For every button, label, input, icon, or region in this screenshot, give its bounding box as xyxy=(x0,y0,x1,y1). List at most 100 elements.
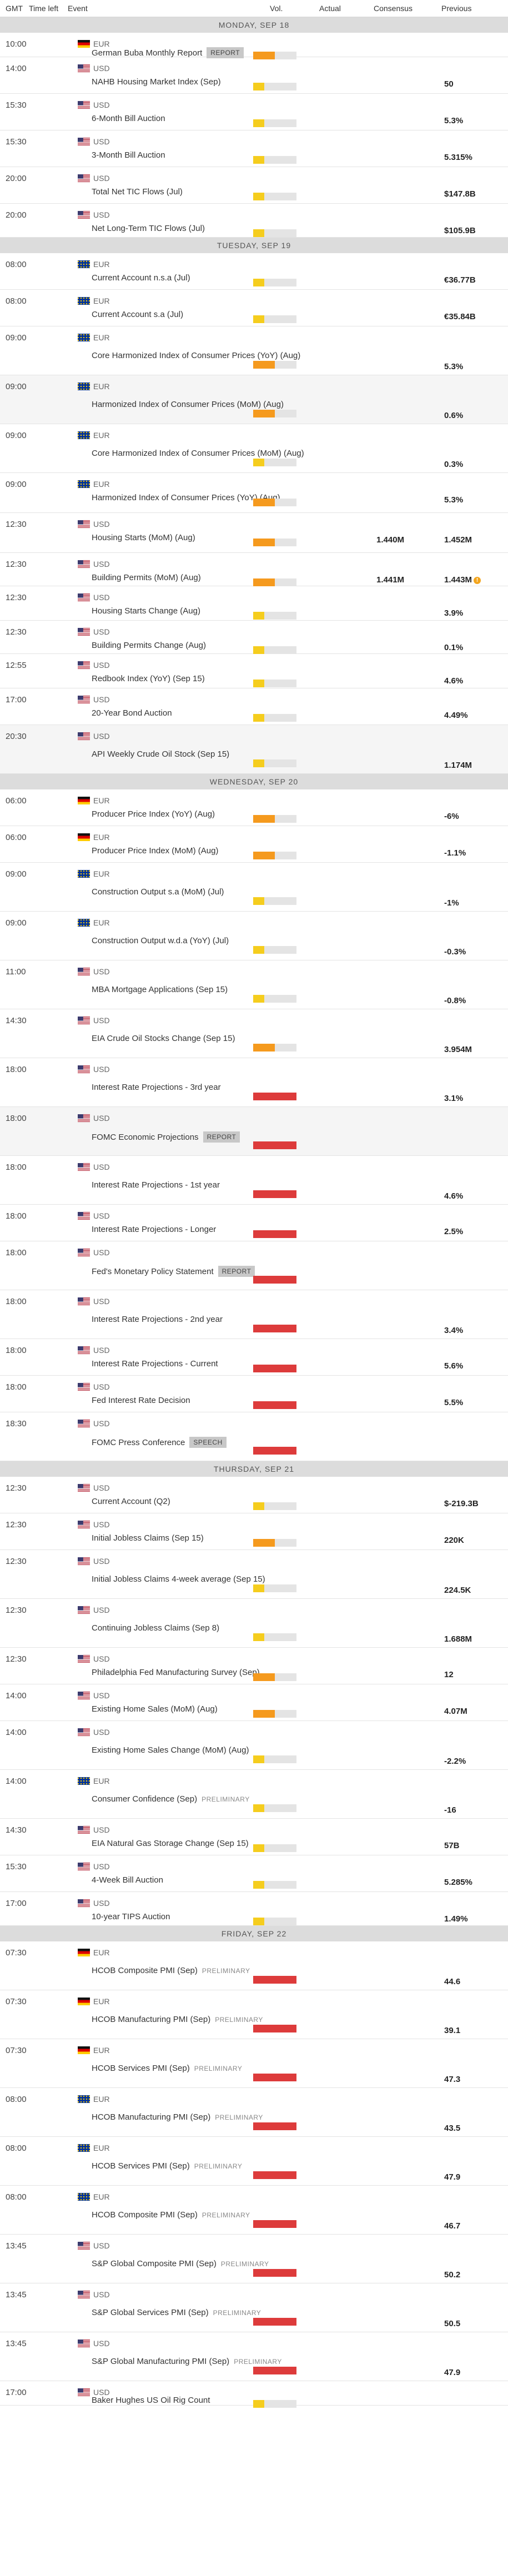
event-name-text[interactable]: Redbook Index (YoY) (Sep 15) xyxy=(92,674,205,683)
event-name-text[interactable]: 4-Week Bill Auction xyxy=(92,1875,163,1885)
event-name[interactable]: NAHB Housing Market Index (Sep) xyxy=(92,77,221,87)
event-row[interactable]: 14:00 USD Existing Home Sales Change (MoM)… xyxy=(0,1721,508,1770)
event-name-text[interactable]: FOMC Economic Projections xyxy=(92,1132,199,1142)
event-name[interactable]: 3-Month Bill Auction xyxy=(92,150,165,160)
event-row[interactable]: 12:30 USD Building Permits Change (Aug) 0.1… xyxy=(0,621,508,654)
event-name-text[interactable]: Building Permits (MoM) (Aug) xyxy=(92,573,201,582)
event-name-text[interactable]: Total Net TIC Flows (Jul) xyxy=(92,187,183,197)
event-name[interactable]: S&P Global Manufacturing PMI (Sep) PRELIM… xyxy=(92,2357,282,2366)
event-row[interactable]: 17:00 USD 10-year TIPS Auction 1.49% xyxy=(0,1892,508,1926)
event-name-text[interactable]: HCOB Composite PMI (Sep) xyxy=(92,2210,198,2220)
event-row[interactable]: 07:30 EUR HCOB Composite PMI (Sep) PRELIMIN… xyxy=(0,1941,508,1990)
event-row[interactable]: 11:00 USD MBA Mortgage Applications (Sep 1… xyxy=(0,960,508,1009)
event-row[interactable]: 12:30 USD Philadelphia Fed Manufacturing S… xyxy=(0,1648,508,1684)
event-row[interactable]: 15:30 USD 6-Month Bill Auction 5.3% xyxy=(0,94,508,130)
event-name[interactable]: MBA Mortgage Applications (Sep 15) xyxy=(92,985,228,994)
event-name[interactable]: Redbook Index (YoY) (Sep 15) xyxy=(92,674,205,683)
event-name-text[interactable]: Current Account n.s.a (Jul) xyxy=(92,273,190,283)
event-name[interactable]: S&P Global Composite PMI (Sep) PRELIMINAR… xyxy=(92,2259,269,2268)
event-name[interactable]: Building Permits (MoM) (Aug) xyxy=(92,573,201,582)
event-name[interactable]: Baker Hughes US Oil Rig Count xyxy=(92,2396,210,2405)
event-name[interactable]: Harmonized Index of Consumer Prices (MoM… xyxy=(92,400,284,409)
event-name[interactable]: Fed Interest Rate Decision xyxy=(92,1396,190,1405)
event-row[interactable]: 18:00 USD Interest Rate Projections - Curr… xyxy=(0,1339,508,1376)
event-name-text[interactable]: Construction Output w.d.a (YoY) (Jul) xyxy=(92,936,229,945)
event-row[interactable]: 09:00 EUR Construction Output w.d.a (YoY) … xyxy=(0,912,508,960)
event-row[interactable]: 18:00 USD Interest Rate Projections - 3rd … xyxy=(0,1058,508,1107)
event-name[interactable]: API Weekly Crude Oil Stock (Sep 15) xyxy=(92,749,229,759)
event-row[interactable]: 13:45 USD S&P Global Manufacturing PMI (Se… xyxy=(0,2332,508,2381)
event-row[interactable]: 15:30 USD 3-Month Bill Auction 5.315% xyxy=(0,130,508,167)
event-name[interactable]: Building Permits Change (Aug) xyxy=(92,641,206,650)
header-previous[interactable]: Previous xyxy=(441,4,472,13)
event-name-text[interactable]: Current Account s.a (Jul) xyxy=(92,310,184,319)
event-name[interactable]: HCOB Services PMI (Sep) PRELIMINARY xyxy=(92,2161,242,2171)
event-row[interactable]: 08:00 EUR HCOB Services PMI (Sep) PRELIMINA… xyxy=(0,2137,508,2186)
event-row[interactable]: 12:30 USD Initial Jobless Claims 4-week av… xyxy=(0,1550,508,1599)
event-row[interactable]: 07:30 EUR HCOB Manufacturing PMI (Sep) PREL… xyxy=(0,1990,508,2039)
event-name-text[interactable]: Baker Hughes US Oil Rig Count xyxy=(92,2396,210,2405)
event-name-text[interactable]: Interest Rate Projections - 1st year xyxy=(92,1180,220,1190)
event-name[interactable]: 4-Week Bill Auction xyxy=(92,1875,163,1885)
event-name-text[interactable]: HCOB Composite PMI (Sep) xyxy=(92,1966,198,1975)
event-name[interactable]: Existing Home Sales Change (MoM) (Aug) xyxy=(92,1745,249,1755)
event-name-text[interactable]: Initial Jobless Claims 4-week average (S… xyxy=(92,1574,265,1584)
header-gmt[interactable]: GMT xyxy=(6,4,23,13)
event-name-text[interactable]: Interest Rate Projections - 2nd year xyxy=(92,1315,223,1324)
event-name[interactable]: 10-year TIPS Auction xyxy=(92,1912,170,1921)
event-name-text[interactable]: HCOB Services PMI (Sep) xyxy=(92,2064,190,2073)
event-name[interactable]: Construction Output w.d.a (YoY) (Jul) xyxy=(92,936,229,945)
revision-warning-icon[interactable]: ! xyxy=(474,577,481,584)
event-row[interactable]: 17:00 USD 20-Year Bond Auction 4.49% xyxy=(0,688,508,725)
event-name-text[interactable]: Interest Rate Projections - Current xyxy=(92,1359,218,1368)
event-name[interactable]: HCOB Manufacturing PMI (Sep) PRELIMINARY xyxy=(92,2112,263,2122)
event-row[interactable]: 20:30 USD API Weekly Crude Oil Stock (Sep … xyxy=(0,725,508,774)
event-name-text[interactable]: NAHB Housing Market Index (Sep) xyxy=(92,77,221,87)
event-row[interactable]: 09:00 EUR Core Harmonized Index of Consume… xyxy=(0,424,508,473)
event-name-text[interactable]: Construction Output s.a (MoM) (Jul) xyxy=(92,887,224,897)
event-name-text[interactable]: EIA Natural Gas Storage Change (Sep 15) xyxy=(92,1839,249,1848)
event-name[interactable]: Current Account (Q2) xyxy=(92,1497,170,1506)
event-row[interactable]: 14:30 USD EIA Crude Oil Stocks Change (Sep… xyxy=(0,1009,508,1058)
event-row[interactable]: 18:00 USD Fed's Monetary Policy Statement R… xyxy=(0,1241,508,1290)
event-name[interactable]: FOMC Economic Projections REPORT xyxy=(92,1131,240,1143)
event-name[interactable]: Interest Rate Projections - Longer xyxy=(92,1225,216,1234)
event-row[interactable]: 14:00 USD NAHB Housing Market Index (Sep) 5… xyxy=(0,57,508,94)
event-name[interactable]: Interest Rate Projections - 1st year xyxy=(92,1180,220,1190)
event-name-text[interactable]: Housing Starts (MoM) (Aug) xyxy=(92,533,195,542)
event-name-text[interactable]: Harmonized Index of Consumer Prices (MoM… xyxy=(92,400,284,409)
event-name-text[interactable]: S&P Global Manufacturing PMI (Sep) xyxy=(92,2357,230,2366)
event-row[interactable]: 07:30 EUR HCOB Services PMI (Sep) PRELIMINA… xyxy=(0,2039,508,2088)
event-name-text[interactable]: Producer Price Index (YoY) (Aug) xyxy=(92,809,215,819)
event-name[interactable]: Producer Price Index (YoY) (Aug) xyxy=(92,809,215,819)
event-name-text[interactable]: Continuing Jobless Claims (Sep 8) xyxy=(92,1623,220,1633)
event-name-text[interactable]: HCOB Manufacturing PMI (Sep) xyxy=(92,2015,211,2024)
event-name[interactable]: HCOB Composite PMI (Sep) PRELIMINARY xyxy=(92,1966,250,1975)
event-name-text[interactable]: German Buba Monthly Report xyxy=(92,48,203,58)
event-name-text[interactable]: Initial Jobless Claims (Sep 15) xyxy=(92,1533,204,1543)
event-name[interactable]: EIA Natural Gas Storage Change (Sep 15) xyxy=(92,1839,249,1848)
event-row[interactable]: 12:30 USD Continuing Jobless Claims (Sep 8… xyxy=(0,1599,508,1648)
event-name[interactable]: Housing Starts (MoM) (Aug) xyxy=(92,533,195,542)
event-name-text[interactable]: Consumer Confidence (Sep) xyxy=(92,1794,198,1804)
event-row[interactable]: 18:00 USD Fed Interest Rate Decision 5.5% xyxy=(0,1376,508,1412)
event-name[interactable]: FOMC Press Conference SPEECH xyxy=(92,1437,227,1448)
event-name[interactable]: Harmonized Index of Consumer Prices (YoY… xyxy=(92,493,280,502)
event-row[interactable]: 20:00 USD Total Net TIC Flows (Jul) $147.8B xyxy=(0,167,508,204)
event-name[interactable]: 6-Month Bill Auction xyxy=(92,114,165,123)
event-name[interactable]: Net Long-Term TIC Flows (Jul) xyxy=(92,224,205,233)
event-row[interactable]: 20:00 USD Net Long-Term TIC Flows (Jul) $10… xyxy=(0,204,508,238)
event-name-text[interactable]: Harmonized Index of Consumer Prices (YoY… xyxy=(92,493,280,502)
event-name-text[interactable]: Interest Rate Projections - Longer xyxy=(92,1225,217,1234)
event-name[interactable]: Continuing Jobless Claims (Sep 8) xyxy=(92,1623,219,1633)
event-row[interactable]: 13:45 USD S&P Global Services PMI (Sep) PRE… xyxy=(0,2283,508,2332)
event-row[interactable]: 09:00 EUR Harmonized Index of Consumer Pri… xyxy=(0,375,508,424)
event-name-text[interactable]: API Weekly Crude Oil Stock (Sep 15) xyxy=(92,749,230,759)
event-row[interactable]: 18:30 USD FOMC Press Conference SPEECH xyxy=(0,1412,508,1461)
event-name[interactable]: Fed's Monetary Policy Statement REPORT xyxy=(92,1266,255,1277)
event-name[interactable]: Initial Jobless Claims 4-week average (S… xyxy=(92,1574,265,1584)
event-name-text[interactable]: Fed's Monetary Policy Statement xyxy=(92,1266,214,1276)
event-name-text[interactable]: HCOB Services PMI (Sep) xyxy=(92,2161,190,2171)
event-row[interactable]: 08:00 EUR Current Account n.s.a (Jul) €36.7… xyxy=(0,253,508,290)
event-name-text[interactable]: S&P Global Composite PMI (Sep) xyxy=(92,2259,217,2268)
